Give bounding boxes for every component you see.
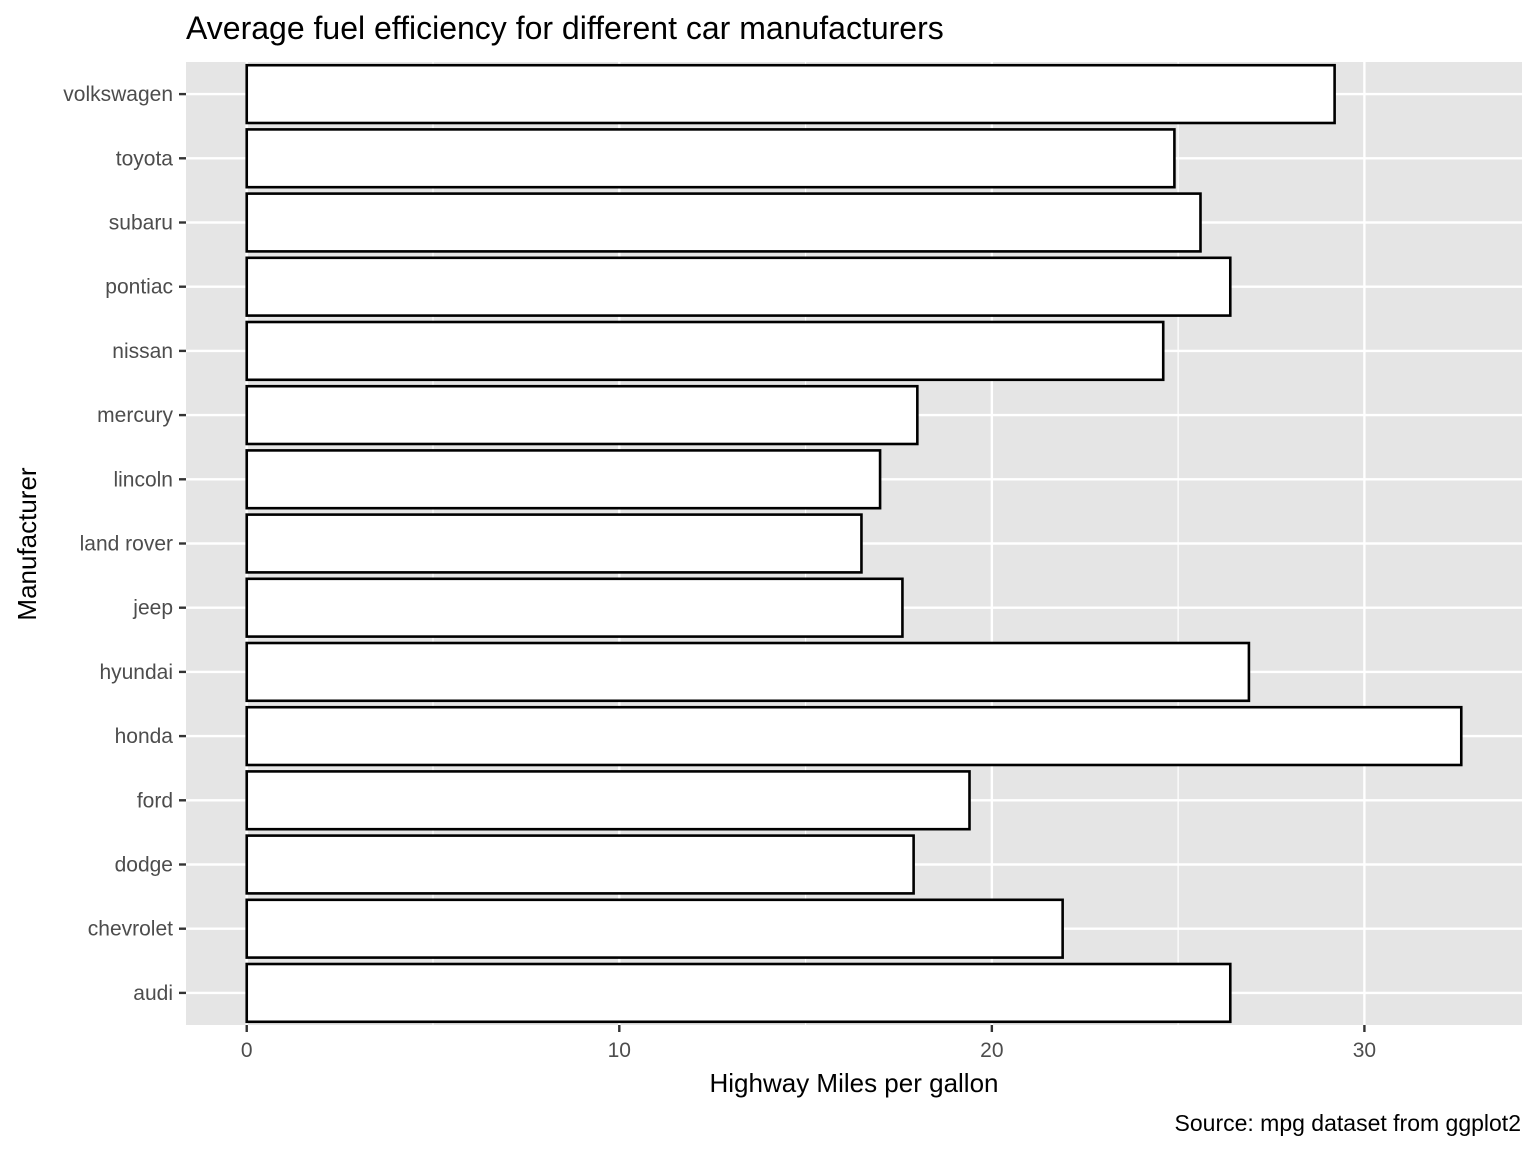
bar-nissan (245, 320, 1165, 382)
y-tick-label: lincoln (113, 468, 173, 491)
chart-caption: Source: mpg dataset from ggplot2 (1175, 1110, 1521, 1136)
x-tick-label: 20 (980, 1039, 1003, 1062)
bar-subaru (245, 192, 1202, 253)
bar-pontiac (245, 256, 1232, 317)
y-tick-label: honda (115, 725, 174, 748)
y-tick-label: audi (133, 982, 173, 1005)
y-tick-label: toyota (116, 147, 174, 170)
x-tick-label: 0 (241, 1039, 253, 1062)
y-tick-label: nissan (112, 340, 173, 363)
bar-honda (245, 705, 1463, 767)
x-axis: 0 10 20 30 (241, 1025, 1376, 1062)
y-tick-label: chevrolet (88, 918, 173, 941)
y-tick-label: mercury (97, 404, 173, 427)
y-tick-label: pontiac (105, 276, 173, 299)
y-tick-label: land rover (80, 533, 173, 556)
bar-jeep (245, 577, 904, 638)
bar-hyundai (245, 641, 1251, 703)
y-tick-label: volkswagen (63, 83, 173, 106)
bar-land-rover (245, 513, 863, 574)
x-tick-label: 30 (1353, 1039, 1376, 1062)
y-tick-label: ford (137, 789, 173, 812)
y-axis: audi chevrolet dodge ford honda hyundai jeep la… (63, 83, 186, 1005)
bar-ford (245, 770, 971, 831)
y-tick-label: jeep (132, 597, 173, 620)
bar-lincoln (245, 449, 882, 510)
y-tick-label: subaru (109, 212, 173, 235)
bar-chevrolet (245, 898, 1064, 959)
bar-toyota (245, 128, 1176, 189)
x-axis-title: Highway Miles per gallon (709, 1068, 998, 1098)
bar-audi (245, 962, 1232, 1024)
bar-mercury (245, 384, 919, 446)
y-tick-label: hyundai (99, 661, 173, 684)
bar-volkswagen (245, 63, 1336, 125)
y-tick-label: dodge (115, 854, 173, 877)
bars (245, 63, 1463, 1024)
x-tick-label: 10 (608, 1039, 631, 1062)
chart-title: Average fuel efficiency for different ca… (186, 10, 944, 46)
bar-dodge (245, 834, 915, 895)
y-axis-title: Manufacturer (12, 467, 42, 621)
